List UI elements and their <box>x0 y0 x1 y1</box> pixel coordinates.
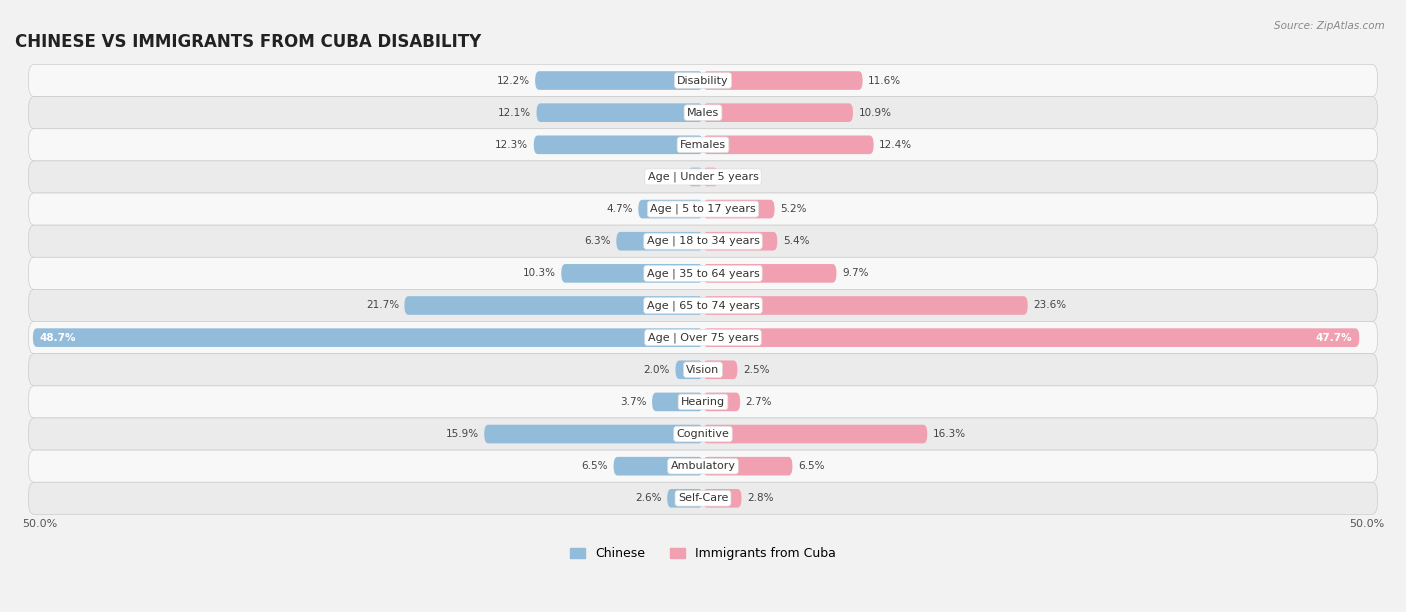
Text: 5.2%: 5.2% <box>780 204 807 214</box>
FancyBboxPatch shape <box>28 225 1378 257</box>
Text: Age | 5 to 17 years: Age | 5 to 17 years <box>650 204 756 214</box>
Text: 21.7%: 21.7% <box>366 300 399 310</box>
FancyBboxPatch shape <box>688 168 703 186</box>
FancyBboxPatch shape <box>638 200 703 218</box>
FancyBboxPatch shape <box>405 296 703 315</box>
Text: Cognitive: Cognitive <box>676 429 730 439</box>
Text: Age | 35 to 64 years: Age | 35 to 64 years <box>647 268 759 278</box>
FancyBboxPatch shape <box>703 296 1028 315</box>
Text: 23.6%: 23.6% <box>1033 300 1066 310</box>
Text: 15.9%: 15.9% <box>446 429 478 439</box>
FancyBboxPatch shape <box>28 257 1378 289</box>
Text: Self-Care: Self-Care <box>678 493 728 503</box>
FancyBboxPatch shape <box>703 168 718 186</box>
FancyBboxPatch shape <box>703 264 837 283</box>
FancyBboxPatch shape <box>703 135 873 154</box>
Text: Age | 18 to 34 years: Age | 18 to 34 years <box>647 236 759 247</box>
FancyBboxPatch shape <box>536 71 703 90</box>
Text: 10.9%: 10.9% <box>859 108 891 118</box>
Text: Hearing: Hearing <box>681 397 725 407</box>
Text: 11.6%: 11.6% <box>868 75 901 86</box>
FancyBboxPatch shape <box>703 425 928 443</box>
FancyBboxPatch shape <box>703 328 1360 347</box>
Text: 50.0%: 50.0% <box>22 519 58 529</box>
FancyBboxPatch shape <box>652 392 703 411</box>
FancyBboxPatch shape <box>28 129 1378 161</box>
Text: 12.1%: 12.1% <box>498 108 531 118</box>
FancyBboxPatch shape <box>28 161 1378 193</box>
Text: 16.3%: 16.3% <box>932 429 966 439</box>
Text: 1.1%: 1.1% <box>655 172 682 182</box>
Text: Ambulatory: Ambulatory <box>671 461 735 471</box>
Text: Females: Females <box>681 140 725 150</box>
Text: 12.4%: 12.4% <box>879 140 912 150</box>
FancyBboxPatch shape <box>28 450 1378 482</box>
Text: Age | 65 to 74 years: Age | 65 to 74 years <box>647 300 759 311</box>
Text: Age | Over 75 years: Age | Over 75 years <box>648 332 758 343</box>
FancyBboxPatch shape <box>561 264 703 283</box>
FancyBboxPatch shape <box>616 232 703 250</box>
Text: 10.3%: 10.3% <box>523 268 555 278</box>
Text: 12.3%: 12.3% <box>495 140 529 150</box>
Text: 50.0%: 50.0% <box>1348 519 1384 529</box>
Text: 6.5%: 6.5% <box>582 461 607 471</box>
Text: Disability: Disability <box>678 75 728 86</box>
Text: 5.4%: 5.4% <box>783 236 810 246</box>
FancyBboxPatch shape <box>28 97 1378 129</box>
Text: 6.5%: 6.5% <box>799 461 824 471</box>
Text: 48.7%: 48.7% <box>39 333 76 343</box>
FancyBboxPatch shape <box>28 321 1378 354</box>
Text: 2.6%: 2.6% <box>636 493 662 503</box>
Text: 2.0%: 2.0% <box>644 365 671 375</box>
FancyBboxPatch shape <box>28 354 1378 386</box>
Text: 1.1%: 1.1% <box>724 172 751 182</box>
Text: Vision: Vision <box>686 365 720 375</box>
Text: 4.7%: 4.7% <box>606 204 633 214</box>
Text: 3.7%: 3.7% <box>620 397 647 407</box>
FancyBboxPatch shape <box>28 193 1378 225</box>
Text: 2.7%: 2.7% <box>745 397 772 407</box>
FancyBboxPatch shape <box>703 360 737 379</box>
FancyBboxPatch shape <box>32 328 703 347</box>
Text: 6.3%: 6.3% <box>585 236 610 246</box>
Text: Males: Males <box>688 108 718 118</box>
Legend: Chinese, Immigrants from Cuba: Chinese, Immigrants from Cuba <box>565 542 841 565</box>
FancyBboxPatch shape <box>703 457 793 476</box>
FancyBboxPatch shape <box>28 386 1378 418</box>
Text: 2.5%: 2.5% <box>742 365 769 375</box>
Text: CHINESE VS IMMIGRANTS FROM CUBA DISABILITY: CHINESE VS IMMIGRANTS FROM CUBA DISABILI… <box>15 34 481 51</box>
FancyBboxPatch shape <box>484 425 703 443</box>
FancyBboxPatch shape <box>28 64 1378 97</box>
FancyBboxPatch shape <box>28 482 1378 515</box>
FancyBboxPatch shape <box>28 418 1378 450</box>
FancyBboxPatch shape <box>703 103 853 122</box>
FancyBboxPatch shape <box>668 489 703 507</box>
Text: 2.8%: 2.8% <box>747 493 773 503</box>
FancyBboxPatch shape <box>534 135 703 154</box>
FancyBboxPatch shape <box>28 289 1378 321</box>
FancyBboxPatch shape <box>703 489 741 507</box>
FancyBboxPatch shape <box>703 232 778 250</box>
Text: 12.2%: 12.2% <box>496 75 530 86</box>
FancyBboxPatch shape <box>675 360 703 379</box>
FancyBboxPatch shape <box>613 457 703 476</box>
Text: 9.7%: 9.7% <box>842 268 869 278</box>
FancyBboxPatch shape <box>703 71 863 90</box>
Text: Source: ZipAtlas.com: Source: ZipAtlas.com <box>1274 21 1385 31</box>
Text: Age | Under 5 years: Age | Under 5 years <box>648 172 758 182</box>
FancyBboxPatch shape <box>703 392 740 411</box>
FancyBboxPatch shape <box>537 103 703 122</box>
Text: 47.7%: 47.7% <box>1316 333 1353 343</box>
FancyBboxPatch shape <box>703 200 775 218</box>
